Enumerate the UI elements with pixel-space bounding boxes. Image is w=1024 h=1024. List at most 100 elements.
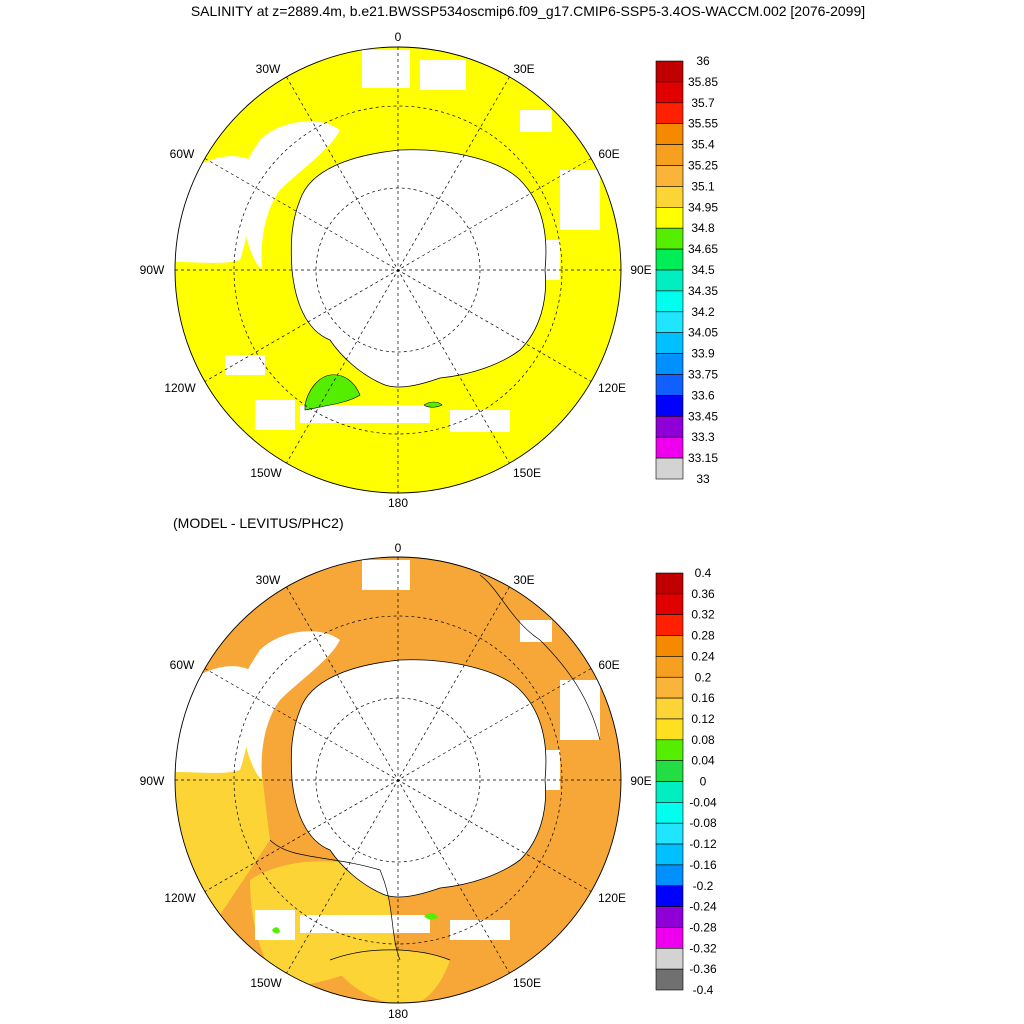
lon-label-90e: 90E [630, 774, 651, 788]
colorbar-tick-label: 0.16 [691, 691, 715, 705]
colorbar-swatch [655, 227, 684, 250]
colorbar-tick-label: -0.16 [689, 858, 717, 872]
colorbar-tick-label: 0.28 [691, 629, 715, 643]
colorbar-swatch [655, 290, 684, 313]
colorbar-swatch [655, 269, 684, 292]
colorbar-swatch [655, 81, 684, 104]
colorbar-swatch [655, 885, 684, 907]
colorbar-tick-label: 34.95 [688, 200, 718, 214]
figure-title: SALINITY at z=2889.4m, b.e21.BWSSP534osc… [191, 3, 865, 19]
colorbar-swatch [655, 374, 684, 396]
lon-label-30e: 30E [513, 573, 534, 587]
difference-subtitle: (MODEL - LEVITUS/PHC2) [173, 515, 344, 531]
lon-label-180: 180 [388, 1007, 408, 1021]
colorbar-swatch [655, 968, 684, 991]
colorbar-swatch [655, 457, 684, 480]
lon-label-0: 0 [395, 541, 402, 555]
lon-label-60w: 60W [170, 147, 195, 161]
colorbar-swatch [655, 186, 684, 208]
colorbar-swatch [655, 864, 684, 887]
colorbar-swatch [655, 927, 684, 949]
colorbar-tick-label: 0.4 [695, 566, 712, 580]
colorbar-swatch [655, 739, 684, 761]
colorbar-swatch [655, 676, 684, 699]
lon-label-150e: 150E [513, 976, 541, 990]
colorbar-swatch [655, 781, 684, 803]
lon-label-90w: 90W [140, 774, 165, 788]
colorbar-tick-label: -0.2 [693, 879, 714, 893]
colorbar-tick-label: 0.2 [695, 670, 712, 684]
graticule [175, 557, 621, 1003]
colorbar-tick-label: 34.05 [688, 326, 718, 340]
colorbar-swatch [655, 102, 684, 125]
colorbar-swatch [655, 311, 684, 333]
colorbar-swatch [655, 248, 684, 271]
lon-label-120e: 120E [598, 381, 626, 395]
colorbar-swatch [655, 353, 684, 375]
no-data-regions [175, 50, 600, 432]
colorbar-tick-label: -0.36 [689, 962, 717, 976]
colorbar-tick-label: 35.1 [691, 179, 715, 193]
lon-label-60e: 60E [598, 658, 619, 672]
colorbar-tick-label: 35.85 [688, 75, 718, 89]
colorbar-swatch [655, 332, 684, 354]
difference-yellow-region [330, 949, 450, 1003]
colorbar-tick-label: 33.6 [691, 388, 715, 402]
colorbar-swatch [655, 718, 684, 741]
colorbar-swatch [655, 906, 684, 928]
colorbar-tick-label: 33 [696, 472, 710, 486]
colorbar-tick-label: 34.5 [691, 263, 715, 277]
lon-label-0: 0 [395, 30, 402, 44]
colorbar-tick-label: 34.65 [688, 242, 718, 256]
colorbar-swatch [655, 144, 684, 166]
colorbar-tick-label: -0.12 [689, 837, 717, 851]
colorbar-tick-label: -0.28 [689, 920, 717, 934]
lon-label-30e: 30E [513, 62, 534, 76]
colorbar-tick-label: 0.36 [691, 587, 715, 601]
colorbar-tick-label: 34.2 [691, 305, 715, 319]
colorbar-tick-label: -0.32 [689, 941, 717, 955]
colorbar-swatch [655, 656, 684, 678]
colorbar-swatch [655, 614, 684, 636]
colorbar-swatch [655, 572, 684, 595]
colorbar-tick-label: 36 [696, 54, 710, 68]
colorbar-swatch [655, 947, 684, 970]
colorbar-swatch [655, 436, 684, 459]
colorbar-tick-label: 33.3 [691, 430, 715, 444]
colorbar-swatch [655, 60, 684, 83]
colorbar-tick-label: 33.15 [688, 451, 718, 465]
colorbar-swatch [655, 635, 684, 657]
colorbar-tick-label: 0.08 [691, 733, 715, 747]
colorbar-swatch [655, 415, 684, 438]
colorbar-tick-label: 35.4 [691, 138, 715, 152]
colorbar-swatch [655, 123, 684, 145]
no-data-regions [175, 560, 600, 940]
colorbar-swatch [655, 165, 684, 187]
contour-lines [269, 574, 601, 961]
colorbar-tick-label: -0.4 [693, 983, 714, 997]
difference-green-patch [272, 927, 280, 934]
colorbar-swatch [655, 207, 684, 229]
colorbar-tick-label: 0.12 [691, 712, 715, 726]
colorbar-tick-label: 0.24 [691, 649, 715, 663]
difference-map: 0 30W 30E 60W 60E 90W 90E 120W 120E 150W… [140, 541, 652, 1021]
salinity-anomaly-patch [304, 374, 361, 411]
colorbar-swatch [655, 843, 684, 866]
lon-label-30w: 30W [256, 62, 281, 76]
colorbar-swatch [655, 697, 684, 720]
lon-label-120w: 120W [164, 891, 196, 905]
difference-green-patch [424, 913, 438, 920]
difference-colorbar: 0.4 0.36 0.32 0.28 0.24 0.2 0.16 0.12 0.08 0.04 0 -… [655, 566, 717, 997]
lon-label-60w: 60W [170, 658, 195, 672]
colorbar-tick-label: 34.8 [691, 221, 715, 235]
colorbar-tick-label: 0.32 [691, 608, 715, 622]
colorbar-tick-label: -0.04 [689, 795, 717, 809]
lon-label-180: 180 [388, 496, 408, 510]
colorbar-tick-label: 0.04 [691, 754, 715, 768]
salinity-colorbar: 36 35.85 35.7 35.55 35.4 35.25 35.1 34.95 34.8 34… [655, 54, 718, 486]
colorbar-swatch [655, 760, 684, 782]
lon-label-150w: 150W [250, 976, 282, 990]
colorbar-tick-label: 34.35 [688, 284, 718, 298]
lon-label-90w: 90W [140, 263, 165, 277]
